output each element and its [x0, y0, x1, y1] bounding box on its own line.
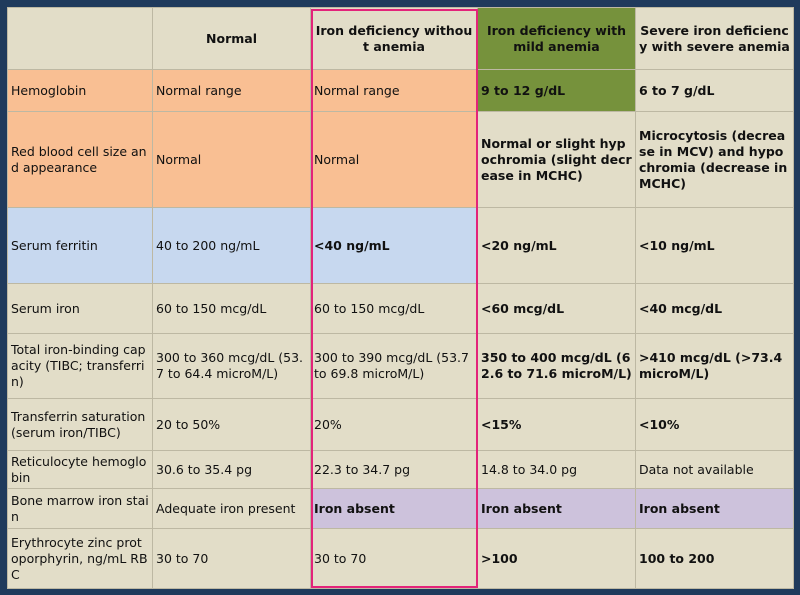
table-cell: <60 mcg/dL [477, 283, 636, 334]
table-cell: 60 to 150 mcg/dL [310, 283, 478, 334]
table-row: Red blood cell size and appearance Norma… [7, 111, 794, 208]
table-cell: >100 [477, 528, 636, 589]
table-frame: Normal Iron deficiency without anemia Ir… [7, 7, 794, 589]
table-cell: <15% [477, 398, 636, 451]
table-cell: 40 to 200 ng/mL [152, 207, 311, 284]
table-cell: 30.6 to 35.4 pg [152, 450, 311, 489]
row-label: Serum ferritin [7, 207, 153, 284]
table-row: Reticulocyte hemoglobin 30.6 to 35.4 pg … [7, 450, 794, 489]
row-label: Red blood cell size and appearance [7, 111, 153, 208]
table-cell: >410 mcg/dL (>73.4 microM/L) [635, 333, 794, 399]
table-row: Total iron-binding capacity (TIBC; trans… [7, 333, 794, 399]
iron-deficiency-table: Normal Iron deficiency without anemia Ir… [7, 7, 794, 589]
table-cell: Normal range [310, 69, 478, 112]
table-cell: 9 to 12 g/dL [477, 69, 636, 112]
header-severe-anemia: Severe iron deficiency with severe anemi… [635, 7, 794, 70]
table-cell: <10% [635, 398, 794, 451]
table-cell: Normal or slight hypochromia (slight dec… [477, 111, 636, 208]
header-row: Normal Iron deficiency without anemia Ir… [7, 7, 794, 70]
row-label: Serum iron [7, 283, 153, 334]
table-cell: 300 to 390 mcg/dL (53.7 to 69.8 microM/L… [310, 333, 478, 399]
table-cell: Normal [152, 111, 311, 208]
table-cell: Adequate iron present [152, 488, 311, 529]
table-cell: 22.3 to 34.7 pg [310, 450, 478, 489]
table-cell: <40 mcg/dL [635, 283, 794, 334]
table-row: Serum ferritin 40 to 200 ng/mL <40 ng/mL… [7, 207, 794, 284]
table-cell: Iron absent [635, 488, 794, 529]
header-mild-anemia: Iron deficiency with mild anemia [477, 7, 636, 70]
table-cell: 6 to 7 g/dL [635, 69, 794, 112]
row-label: Reticulocyte hemoglobin [7, 450, 153, 489]
table-cell: 20 to 50% [152, 398, 311, 451]
row-label: Bone marrow iron stain [7, 488, 153, 529]
table-row: Serum iron 60 to 150 mcg/dL 60 to 150 mc… [7, 283, 794, 334]
table-cell: 30 to 70 [152, 528, 311, 589]
header-normal: Normal [152, 7, 311, 70]
table-cell: 60 to 150 mcg/dL [152, 283, 311, 334]
table-row: Hemoglobin Normal range Normal range 9 t… [7, 69, 794, 112]
row-label: Erythrocyte zinc protoporphyrin, ng/mL R… [7, 528, 153, 589]
table-cell: Iron absent [310, 488, 478, 529]
table-row: Erythrocyte zinc protoporphyrin, ng/mL R… [7, 528, 794, 589]
table-cell: <20 ng/mL [477, 207, 636, 284]
table-cell: 100 to 200 [635, 528, 794, 589]
table-cell: 20% [310, 398, 478, 451]
header-without-anemia: Iron deficiency without anemia [310, 7, 478, 70]
table-cell: 350 to 400 mcg/dL (62.6 to 71.6 microM/L… [477, 333, 636, 399]
table-row: Transferrin saturation (serum iron/TIBC)… [7, 398, 794, 451]
row-label: Hemoglobin [7, 69, 153, 112]
header-corner [7, 7, 153, 70]
table-cell: 300 to 360 mcg/dL (53.7 to 64.4 microM/L… [152, 333, 311, 399]
row-label: Total iron-binding capacity (TIBC; trans… [7, 333, 153, 399]
table-cell: 30 to 70 [310, 528, 478, 589]
table-cell: Microcytosis (decrease in MCV) and hypoc… [635, 111, 794, 208]
table-cell: Normal [310, 111, 478, 208]
table-cell: Normal range [152, 69, 311, 112]
table-cell: <40 ng/mL [310, 207, 478, 284]
table-row: Bone marrow iron stain Adequate iron pre… [7, 488, 794, 529]
table-cell: Data not available [635, 450, 794, 489]
table-cell: 14.8 to 34.0 pg [477, 450, 636, 489]
row-label: Transferrin saturation (serum iron/TIBC) [7, 398, 153, 451]
table-cell: Iron absent [477, 488, 636, 529]
table-cell: <10 ng/mL [635, 207, 794, 284]
